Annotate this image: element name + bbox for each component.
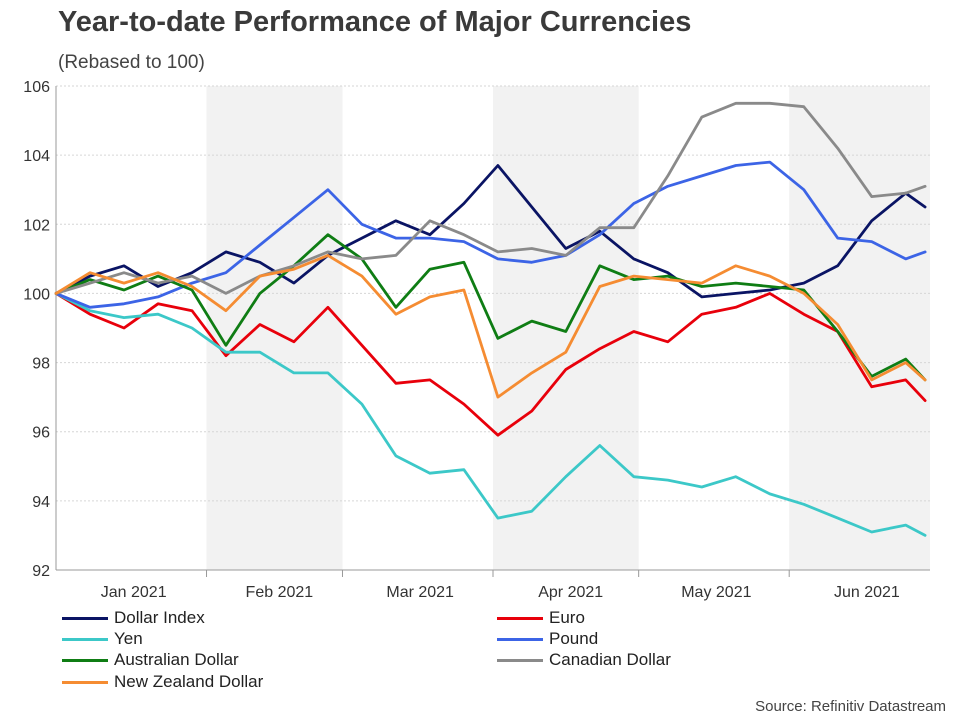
y-tick-label: 96	[32, 425, 50, 442]
source-note: Source: Refinitiv Datastream	[755, 698, 946, 715]
chart-subtitle: (Rebased to 100)	[58, 52, 205, 73]
series-line-pound	[54, 160, 927, 309]
y-tick-label: 100	[23, 286, 50, 303]
y-tick-label: 102	[23, 217, 50, 234]
series-line-dollar-index	[54, 164, 927, 299]
x-tick-label: Mar 2021	[386, 584, 454, 601]
y-tick-label: 98	[32, 356, 50, 373]
shaded-month-band	[206, 86, 343, 570]
shaded-month-band	[493, 86, 639, 570]
x-tick-label: Apr 2021	[538, 584, 603, 601]
x-tick-label: Jan 2021	[101, 584, 167, 601]
series-line-new-zealand-dollar	[54, 254, 927, 399]
x-tick-label: Jun 2021	[834, 584, 900, 601]
chart-title: Year-to-date Performance of Major Curren…	[58, 6, 692, 38]
y-tick-label: 106	[23, 79, 50, 96]
series-line-yen	[54, 292, 927, 537]
shaded-month-band	[789, 86, 930, 570]
y-tick-label: 92	[32, 563, 50, 580]
series-line-euro	[54, 292, 927, 437]
y-tick-label: 104	[23, 148, 50, 165]
x-tick-label: Feb 2021	[246, 584, 314, 601]
y-tick-label: 94	[32, 494, 50, 511]
x-tick-label: May 2021	[681, 584, 751, 601]
series-line-canadian-dollar	[54, 101, 927, 295]
